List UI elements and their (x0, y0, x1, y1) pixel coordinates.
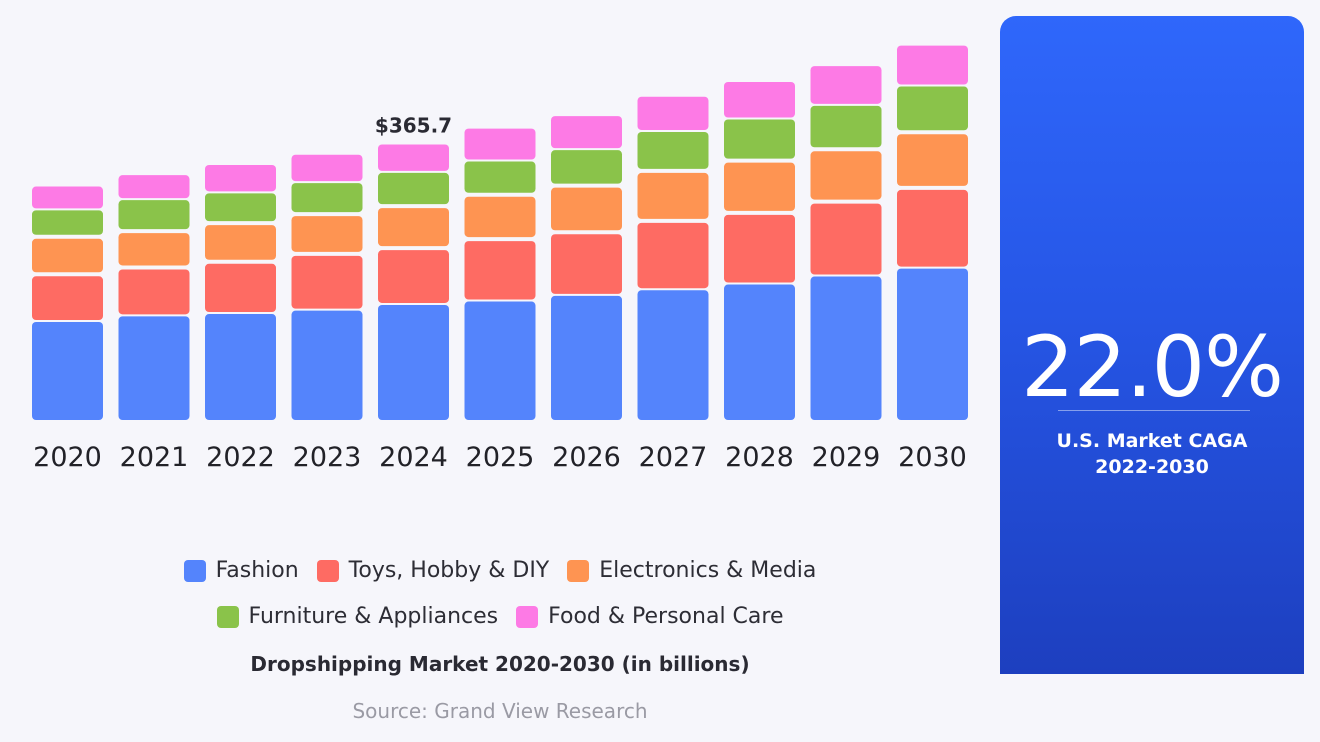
bar-2024-food-personal-care[interactable] (378, 144, 449, 171)
bar-2029-electronics-media[interactable] (810, 151, 882, 200)
bar-2030-toys-hobby-diy[interactable] (897, 189, 968, 267)
bar-2021-electronics-media[interactable] (118, 233, 190, 266)
bar-2025-toys-hobby-diy[interactable] (464, 241, 536, 300)
bar-2027-food-personal-care[interactable] (637, 96, 709, 130)
bar-2029-furniture-appliances[interactable] (810, 105, 882, 148)
legend-item-food-personal-care[interactable]: Food & Personal Care (516, 604, 784, 629)
bar-2029-food-personal-care[interactable] (810, 66, 882, 104)
data-label-2024-total: $365.7 (375, 113, 452, 137)
legend-swatch-furniture-appliances (216, 605, 239, 628)
legend-item-toys-hobby-diy[interactable]: Toys, Hobby & DIY (316, 558, 550, 583)
cagr-caption: U.S. Market CAGA 2022-2030 (1000, 428, 1304, 480)
stat-divider (1058, 410, 1250, 411)
bar-2030-food-personal-care[interactable] (897, 45, 968, 85)
legend-swatch-electronics-media (567, 559, 590, 582)
legend-label-fashion: Fashion (215, 558, 299, 583)
bar-2022-fashion[interactable] (205, 314, 276, 420)
legend-swatch-toys-hobby-diy (316, 559, 339, 582)
bar-2026-electronics-media[interactable] (551, 187, 622, 231)
bar-2022-furniture-appliances[interactable] (205, 193, 276, 222)
legend-row-1: Fashion Toys, Hobby & DIY Electronics & … (0, 558, 1000, 583)
bar-2029-fashion[interactable] (810, 276, 882, 420)
legend-label-toys-hobby-diy: Toys, Hobby & DIY (348, 558, 550, 583)
legend-item-electronics-media[interactable]: Electronics & Media (567, 558, 816, 583)
bar-2026-toys-hobby-diy[interactable] (551, 234, 622, 294)
bar-2028-toys-hobby-diy[interactable] (724, 214, 795, 283)
legend-label-food-personal-care: Food & Personal Care (548, 604, 784, 629)
bar-2023-fashion[interactable] (291, 310, 363, 420)
x-tick-label-2029: 2029 (812, 442, 881, 473)
bar-2022-food-personal-care[interactable] (205, 164, 276, 192)
legend-swatch-fashion (183, 559, 206, 582)
bar-2028-fashion[interactable] (724, 284, 795, 420)
bar-2023-food-personal-care[interactable] (291, 154, 363, 182)
legend-label-electronics-media: Electronics & Media (599, 558, 817, 583)
cagr-caption-line-1: U.S. Market CAGA (1056, 430, 1248, 452)
legend-swatch-food-personal-care (516, 605, 539, 628)
bar-2024-electronics-media[interactable] (378, 208, 449, 247)
bar-2030-furniture-appliances[interactable] (897, 86, 968, 131)
bar-2024-fashion[interactable] (378, 304, 449, 420)
x-tick-label-2026: 2026 (552, 442, 621, 473)
x-tick-label-2021: 2021 (120, 442, 189, 473)
bar-2024-furniture-appliances[interactable] (378, 172, 449, 205)
bar-2030-fashion[interactable] (897, 268, 968, 420)
bar-2028-electronics-media[interactable] (724, 162, 795, 211)
bar-2025-furniture-appliances[interactable] (464, 161, 536, 193)
bar-2022-toys-hobby-diy[interactable] (205, 263, 276, 313)
legend-item-furniture-appliances[interactable]: Furniture & Appliances (216, 604, 499, 629)
bar-2030-electronics-media[interactable] (897, 134, 968, 186)
cagr-caption-line-2: 2022-2030 (1095, 456, 1209, 478)
x-tick-label-2028: 2028 (725, 442, 794, 473)
bar-2021-furniture-appliances[interactable] (118, 200, 190, 230)
bar-2026-furniture-appliances[interactable] (551, 150, 622, 184)
bar-2025-electronics-media[interactable] (464, 196, 536, 238)
bar-2023-electronics-media[interactable] (291, 216, 363, 252)
bar-2027-fashion[interactable] (637, 290, 709, 420)
bar-2022-electronics-media[interactable] (205, 225, 276, 260)
x-tick-label-2030: 2030 (898, 442, 967, 473)
bar-2021-toys-hobby-diy[interactable] (118, 269, 190, 315)
legend-row-2: Furniture & Appliances Food & Personal C… (0, 604, 1000, 629)
x-tick-label-2023: 2023 (293, 442, 362, 473)
legend-label-furniture-appliances: Furniture & Appliances (248, 604, 499, 629)
cagr-value: 22.0% (1021, 318, 1284, 416)
x-tick-label-2022: 2022 (206, 442, 275, 473)
bar-2024-toys-hobby-diy[interactable] (378, 250, 449, 303)
bar-2020-fashion[interactable] (32, 322, 103, 420)
chart-title: Dropshipping Market 2020-2030 (in billio… (250, 652, 750, 676)
bar-2027-furniture-appliances[interactable] (637, 131, 709, 169)
bar-2020-electronics-media[interactable] (32, 238, 103, 273)
bar-2029-toys-hobby-diy[interactable] (810, 203, 882, 275)
bar-2023-furniture-appliances[interactable] (291, 183, 363, 213)
bar-2027-electronics-media[interactable] (637, 172, 709, 219)
x-tick-label-2020: 2020 (33, 442, 102, 473)
bar-2026-food-personal-care[interactable] (551, 116, 622, 149)
bar-2025-fashion[interactable] (464, 301, 536, 420)
bar-2020-furniture-appliances[interactable] (32, 210, 103, 235)
legend-item-fashion[interactable]: Fashion (183, 558, 299, 583)
x-tick-label-2027: 2027 (639, 442, 708, 473)
x-tick-label-2024: 2024 (379, 442, 448, 473)
bar-2025-food-personal-care[interactable] (464, 128, 536, 160)
bar-2028-food-personal-care[interactable] (724, 81, 795, 118)
bar-2020-food-personal-care[interactable] (32, 186, 103, 209)
bar-2026-fashion[interactable] (551, 295, 622, 420)
stacked-bar-chart: 2020 2021 2022 2023 2024 $365.7 2025 2026 2027 20… (32, 45, 968, 473)
bar-2021-fashion[interactable] (118, 316, 190, 420)
cagr-stat-panel: 22.0% U.S. Market CAGA 2022-2030 (1000, 16, 1304, 674)
x-tick-label-2025: 2025 (466, 442, 535, 473)
bar-2023-toys-hobby-diy[interactable] (291, 255, 363, 309)
bar-2028-furniture-appliances[interactable] (724, 119, 795, 159)
source-note: Source: Grand View Research (352, 699, 648, 723)
bar-2027-toys-hobby-diy[interactable] (637, 222, 709, 289)
bar-2020-toys-hobby-diy[interactable] (32, 276, 103, 321)
bar-2021-food-personal-care[interactable] (118, 175, 190, 199)
